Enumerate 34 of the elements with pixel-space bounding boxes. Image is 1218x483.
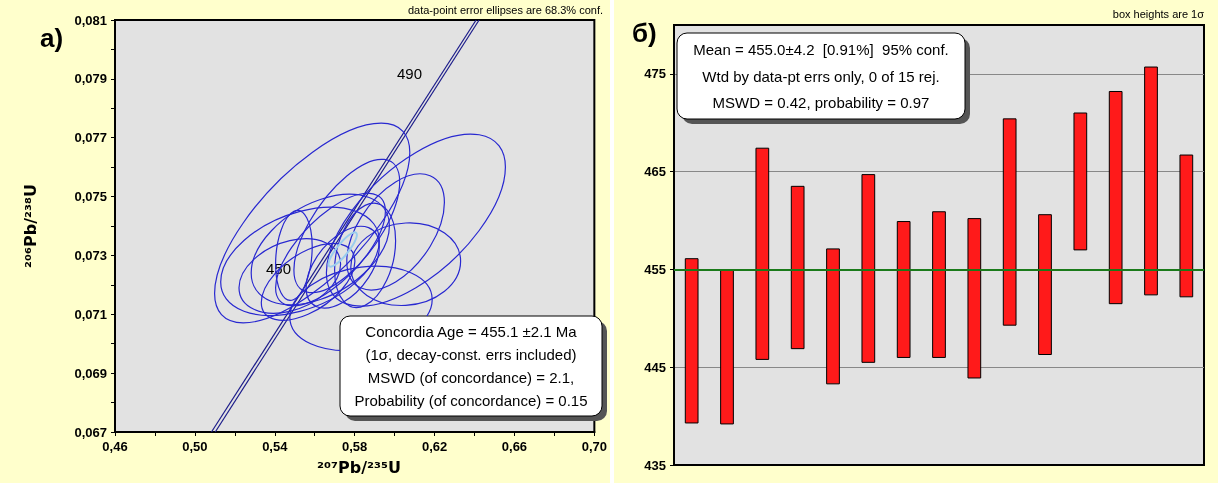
y-tick-label: 0,075 (74, 189, 107, 205)
y-tick-label: 0,071 (74, 306, 107, 322)
annotation: Concordia Age = 455.1 ±2.1 Ma (365, 322, 578, 340)
y-tick-label: 0,079 (74, 71, 107, 87)
y-tick-label: 0,067 (74, 424, 107, 440)
text: б) (632, 18, 657, 48)
x-tick-label: 0,50 (182, 439, 208, 454)
y-tick-label: 0,077 (74, 130, 107, 146)
text: box heights are 1σ (1112, 7, 1205, 20)
x-tick-label: 0,46 (102, 439, 128, 454)
annotation: MSWD (of concordance) = 2.1, (367, 369, 575, 387)
x-tick-label: 0,62 (421, 439, 448, 454)
x-tick-label: 0,70 (581, 439, 608, 454)
y-tick-label: 465 (644, 164, 666, 180)
annotation: Mean = 455.0±4.2 [0.91%] 95% conf. (693, 41, 949, 59)
x-tick-label: 0,66 (501, 439, 528, 454)
y-tick-label: 0,081 (74, 12, 107, 28)
y-tick-label: 0,069 (74, 365, 107, 381)
text: a) (40, 23, 64, 53)
text: data-point error ellipses are 68.3% conf. (407, 3, 604, 16)
annotation: Wtd by data-pt errs only, 0 of 15 rej. (702, 67, 940, 85)
x-axis-title: ²⁰⁷Pb/²³⁵U (316, 457, 402, 477)
y-axis-title: ²⁰⁶Pb/²³⁸U (20, 183, 40, 269)
annotation: 490 (396, 64, 422, 82)
annotation: MSWD = 0.42, probability = 0.97 (712, 93, 930, 111)
annotation: Probability (of concordance) = 0.15 (354, 392, 588, 410)
y-tick-label: 435 (644, 457, 666, 473)
y-tick-label: 475 (644, 66, 666, 82)
x-tick-label: 0,54 (262, 439, 289, 454)
x-tick-label: 0,58 (342, 439, 368, 454)
annotation: (1σ, decay-const. errs included) (365, 345, 577, 363)
y-tick-label: 445 (644, 359, 666, 375)
y-tick-label: 0,073 (74, 247, 107, 263)
y-tick-label: 455 (644, 261, 666, 277)
